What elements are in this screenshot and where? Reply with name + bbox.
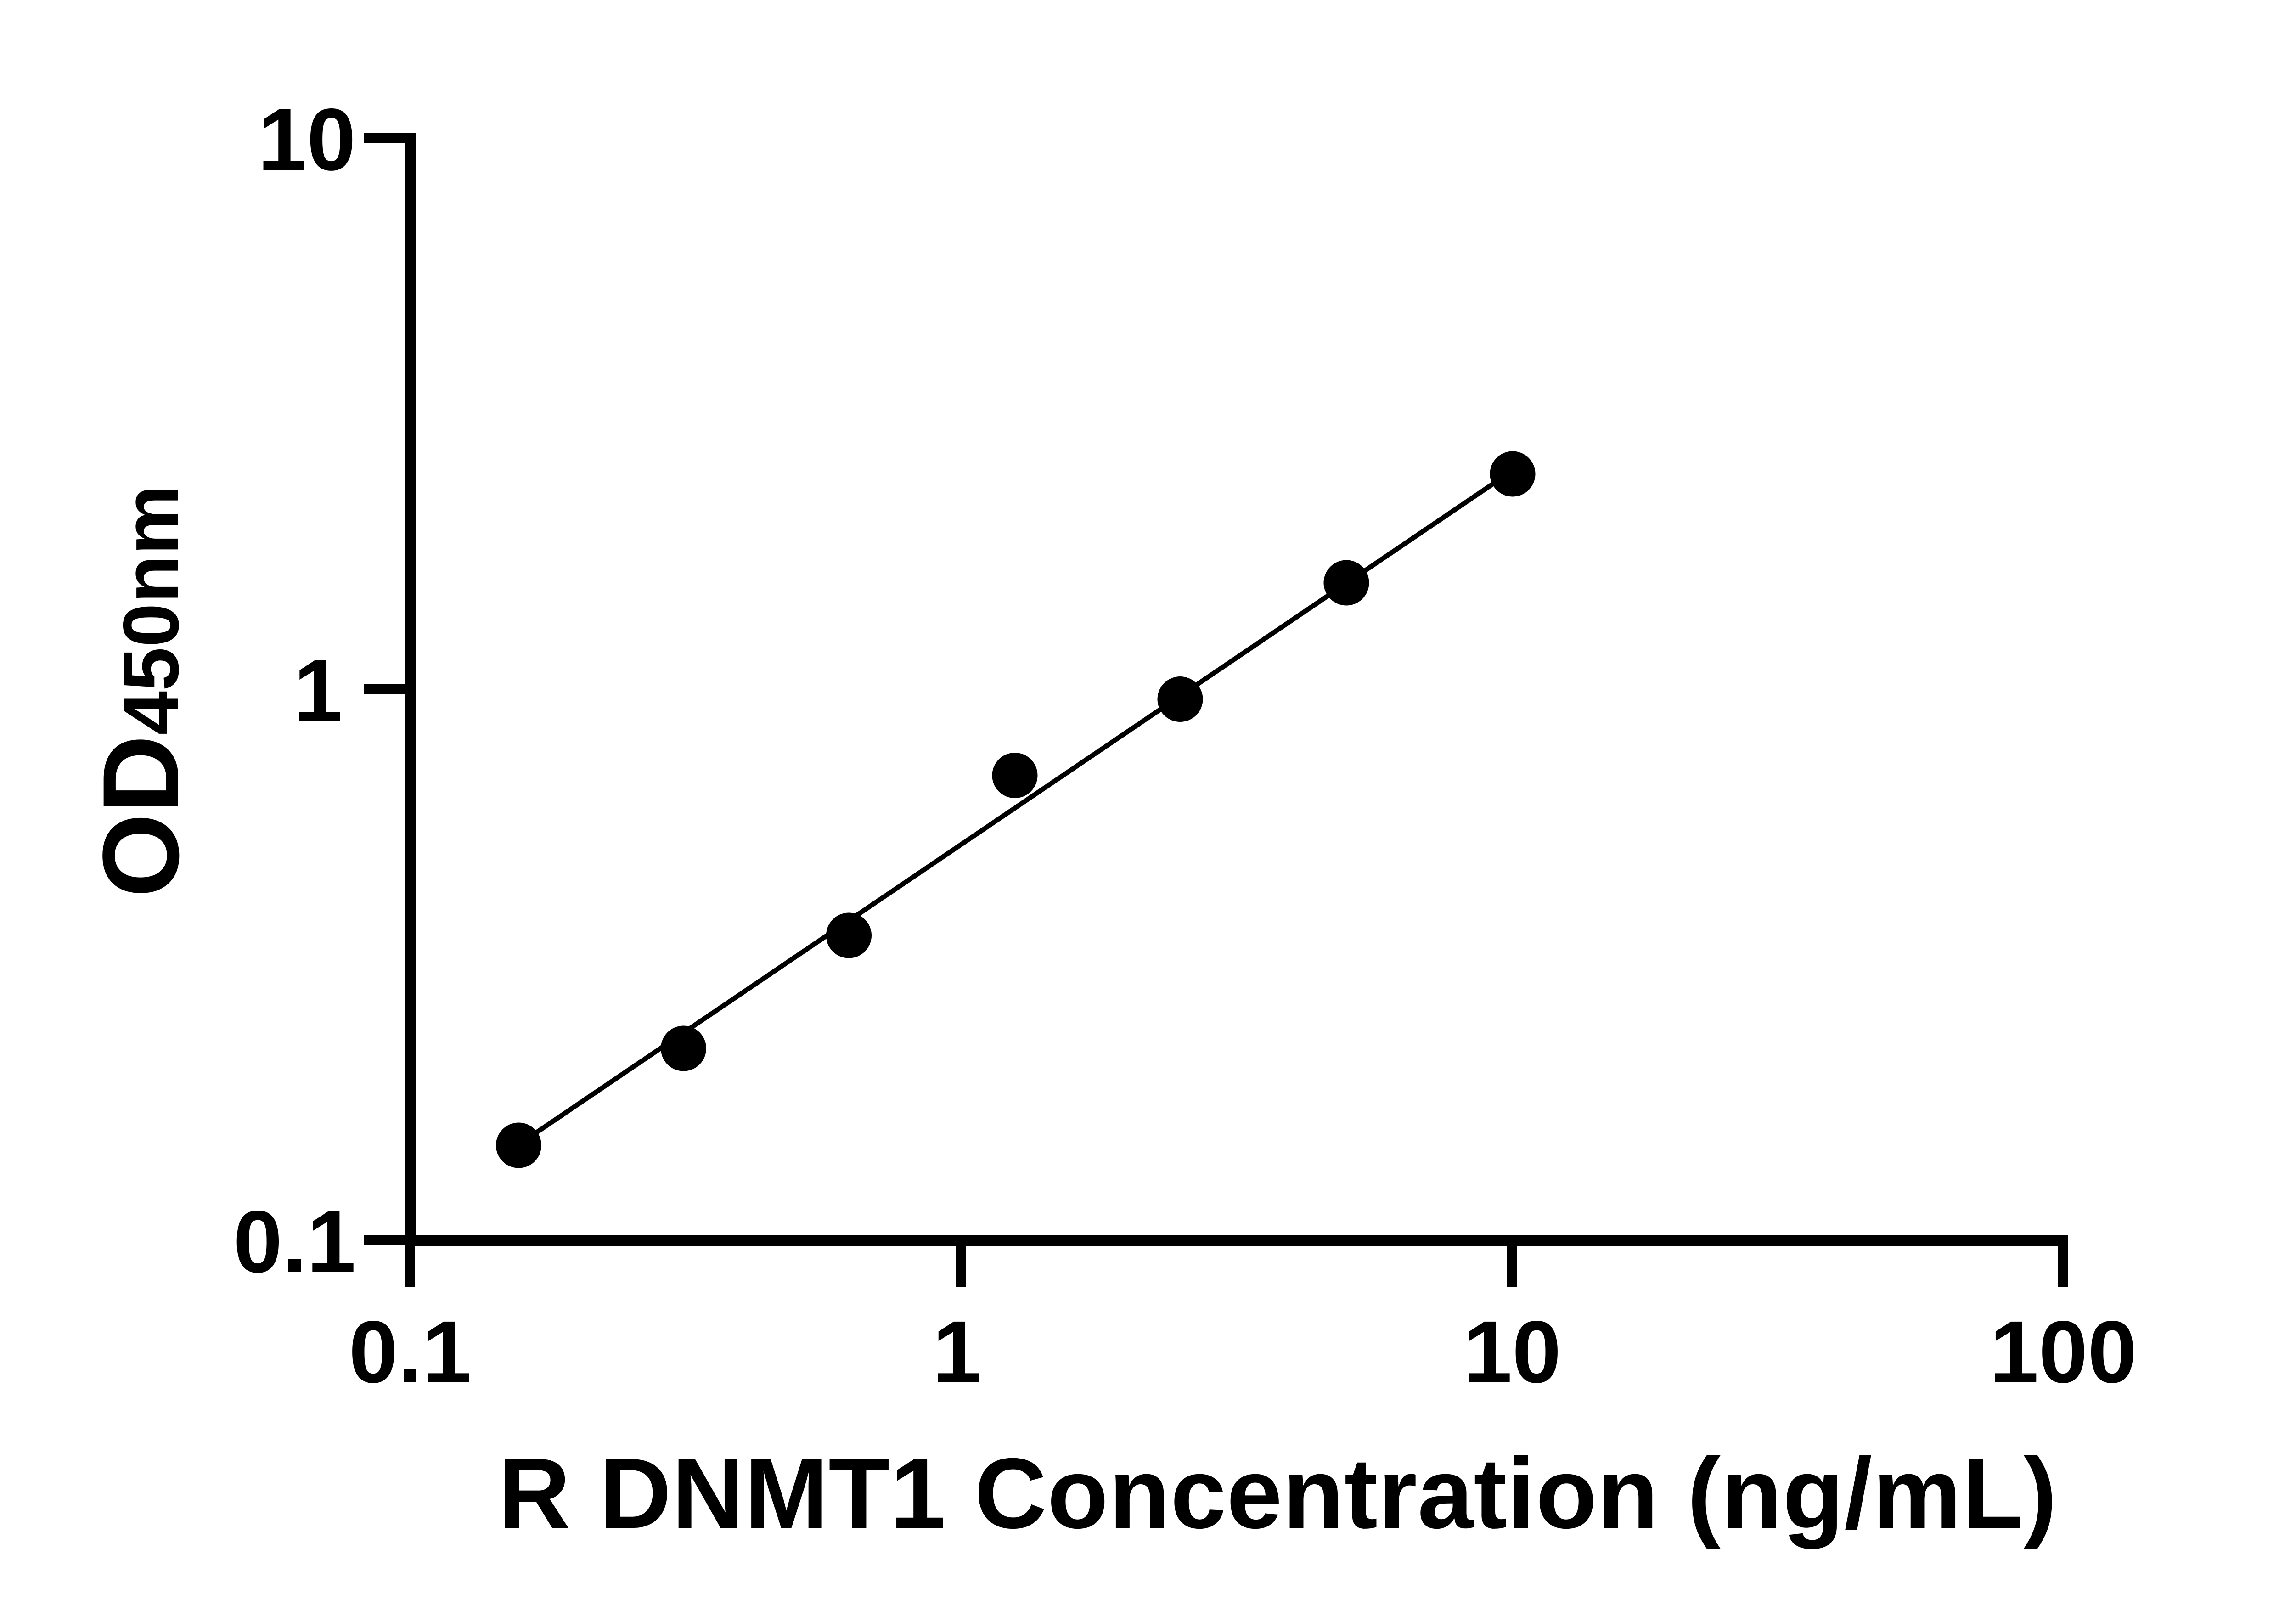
svg-text:R DNMT1 Concentration (ng/mL): R DNMT1 Concentration (ng/mL) xyxy=(498,1438,2058,1549)
svg-text:10: 10 xyxy=(1463,1302,1561,1401)
svg-text:1: 1 xyxy=(933,1302,982,1401)
svg-text:100: 100 xyxy=(1990,1302,2137,1401)
svg-text:0.1: 0.1 xyxy=(233,1192,356,1291)
svg-text:1: 1 xyxy=(293,641,343,740)
svg-text:10: 10 xyxy=(258,90,356,189)
svg-text:0.1: 0.1 xyxy=(349,1302,472,1401)
